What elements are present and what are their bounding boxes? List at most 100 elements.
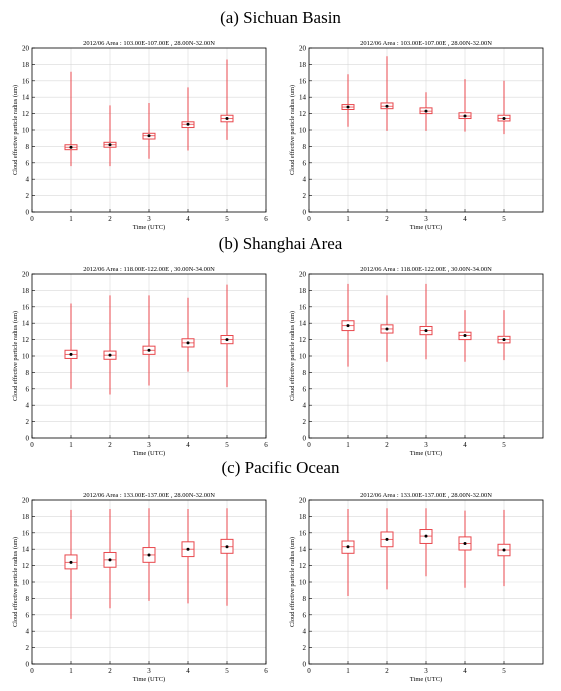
y-tick-label: 10: [22, 579, 30, 587]
y-tick-label: 2: [303, 192, 307, 200]
median-dot: [187, 123, 190, 126]
box-1: [342, 509, 354, 596]
y-tick-label: 6: [26, 611, 30, 619]
x-tick-label: 4: [463, 667, 467, 675]
median-dot: [503, 338, 506, 341]
y-tick-label: 16: [299, 77, 307, 85]
x-tick-label: 2: [108, 667, 112, 675]
box-3: [143, 508, 155, 601]
box-2: [381, 295, 393, 361]
chart-pacific-left: 2012/06 Area : 133.00E-137.00E , 28.00N-…: [8, 490, 270, 685]
median-dot: [425, 535, 428, 538]
box-5: [221, 59, 233, 139]
median-dot: [386, 538, 389, 541]
x-tick-label: 3: [424, 441, 428, 449]
box-1: [65, 72, 77, 166]
y-tick-label: 0: [26, 661, 30, 669]
y-tick-label: 16: [22, 529, 30, 537]
y-tick-label: 16: [22, 303, 30, 311]
box-4: [182, 509, 194, 603]
y-tick-label: 20: [299, 45, 307, 53]
median-dot: [187, 341, 190, 344]
y-tick-label: 10: [299, 579, 307, 587]
median-dot: [347, 324, 350, 327]
x-tick-label: 5: [502, 667, 506, 675]
median-dot: [148, 553, 151, 556]
x-tick-label: 2: [108, 441, 112, 449]
box-5: [498, 310, 510, 360]
box-5: [498, 510, 510, 586]
x-tick-label: 1: [69, 667, 73, 675]
y-tick-label: 6: [303, 385, 307, 393]
box-4: [459, 511, 471, 588]
y-tick-label: 2: [26, 644, 30, 652]
box-5: [221, 508, 233, 606]
x-tick-label: 3: [424, 667, 428, 675]
box-5: [498, 81, 510, 134]
median-dot: [347, 106, 350, 109]
y-tick-label: 20: [299, 271, 307, 279]
y-axis-label: Cloud effective particle radius (um): [289, 311, 296, 401]
x-tick-label: 2: [108, 215, 112, 223]
x-tick-label: 4: [186, 667, 190, 675]
x-tick-label: 0: [307, 667, 311, 675]
median-dot: [386, 105, 389, 108]
y-tick-label: 6: [303, 611, 307, 619]
box-2: [104, 295, 116, 394]
x-tick-label: 6: [264, 215, 268, 223]
box-3: [420, 284, 432, 359]
median-dot: [464, 115, 467, 118]
y-tick-label: 0: [26, 435, 30, 443]
y-tick-label: 6: [26, 159, 30, 167]
x-tick-label: 2: [385, 215, 389, 223]
box-4: [182, 87, 194, 150]
y-axis-label: Cloud effective particle radius (um): [289, 537, 296, 627]
chart-shanghai-left: 2012/06 Area : 118.00E-122.00E , 30.00N-…: [8, 264, 270, 459]
x-tick-label: 1: [346, 441, 350, 449]
y-tick-label: 20: [22, 497, 30, 505]
box-3: [143, 295, 155, 385]
y-tick-label: 12: [299, 336, 307, 344]
y-tick-label: 14: [22, 94, 30, 102]
box-3: [143, 103, 155, 159]
x-tick-label: 0: [30, 215, 34, 223]
x-tick-label: 0: [307, 441, 311, 449]
y-tick-label: 18: [22, 513, 30, 521]
x-tick-label: 4: [463, 215, 467, 223]
box-1: [342, 284, 354, 367]
median-dot: [109, 558, 112, 561]
box-4: [182, 298, 194, 372]
x-tick-label: 3: [147, 441, 151, 449]
y-tick-label: 14: [22, 320, 30, 328]
y-tick-label: 18: [22, 61, 30, 69]
y-tick-label: 18: [299, 61, 307, 69]
median-dot: [464, 334, 467, 337]
median-dot: [226, 117, 229, 120]
y-tick-label: 18: [299, 513, 307, 521]
y-tick-label: 16: [299, 303, 307, 311]
y-tick-label: 12: [22, 562, 30, 570]
y-tick-label: 10: [299, 127, 307, 135]
box-5: [221, 285, 233, 388]
chart-sichuan-right: 2012/06 Area : 103.00E-107.00E , 28.00N-…: [285, 38, 547, 233]
x-axis-label: Time (UTC): [133, 676, 165, 683]
median-dot: [386, 327, 389, 330]
y-tick-label: 2: [303, 644, 307, 652]
x-tick-label: 3: [424, 215, 428, 223]
y-tick-label: 4: [303, 176, 307, 184]
x-tick-label: 5: [502, 441, 506, 449]
y-axis-label: Cloud effective particle radius (um): [12, 85, 19, 175]
y-tick-label: 14: [299, 320, 307, 328]
x-tick-label: 5: [225, 667, 229, 675]
x-tick-label: 3: [147, 667, 151, 675]
x-tick-label: 0: [307, 215, 311, 223]
region-title-sichuan: (a) Sichuan Basin: [0, 8, 561, 28]
y-tick-label: 18: [22, 287, 30, 295]
y-tick-label: 10: [22, 127, 30, 135]
region-title-shanghai: (b) Shanghai Area: [0, 234, 561, 254]
y-tick-label: 14: [22, 546, 30, 554]
median-dot: [148, 134, 151, 137]
x-axis-label: Time (UTC): [410, 224, 442, 231]
y-tick-label: 0: [303, 435, 307, 443]
x-tick-label: 0: [30, 441, 34, 449]
